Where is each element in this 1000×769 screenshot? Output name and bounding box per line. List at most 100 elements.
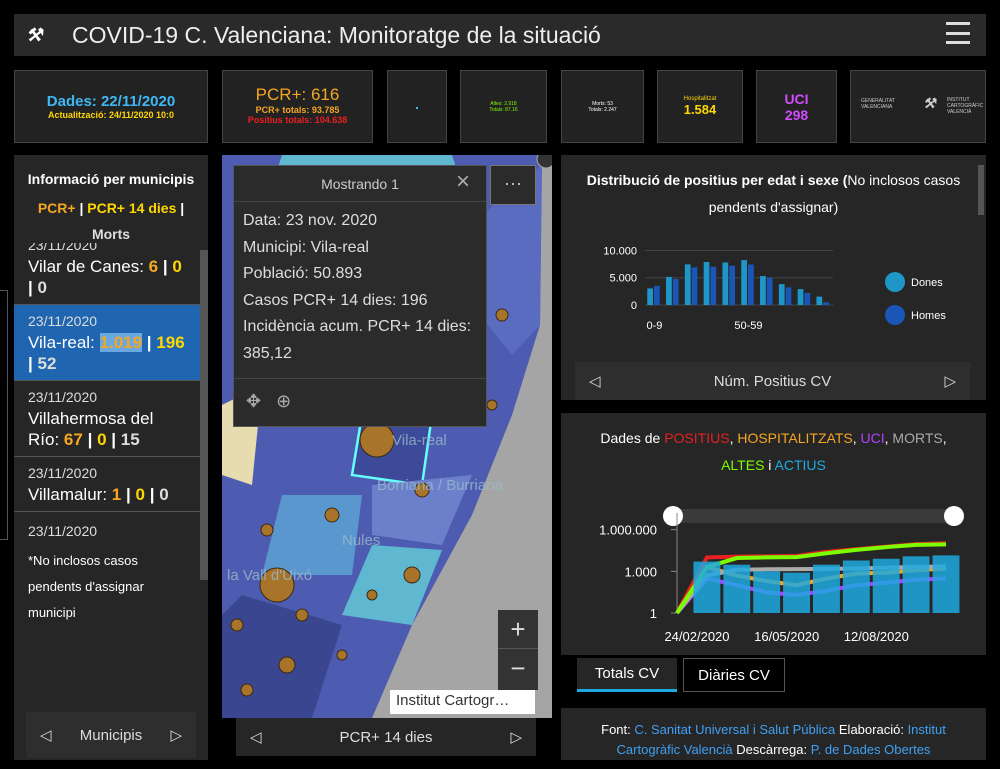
scrollbar[interactable] [200,250,208,580]
item-date: 23/11/2020 [28,243,98,253]
item-name: Villamalur: [28,485,108,504]
morts-box: Morts: 53 Totals: 2.247 [561,70,644,143]
source-footer: Font: C. Sanitat Universal i Salut Públi… [561,708,986,760]
zoom-out[interactable]: − [498,648,538,687]
bar-title: Distribució de positius per edat i sexe … [561,155,986,221]
uci-value: 298 [784,107,809,123]
popup-line: Municipi: Vila-real [243,238,369,256]
zoom-icon[interactable]: ⊕ [276,391,292,411]
x-tick-label: 12/08/2020 [844,629,909,644]
bar [785,287,792,305]
title-series: MORTS [892,430,943,446]
bar [748,264,754,305]
x-tick-label: 50-59 [734,320,762,332]
prev-button[interactable]: ◁ [589,373,601,390]
series-line [675,564,947,615]
region [472,165,542,355]
next-button[interactable]: ▷ [944,373,956,390]
hosp-value: 1.584 [683,102,717,117]
bar [691,267,698,305]
popup-line: Casos PCR+ 14 dies: 196 [243,291,428,309]
source-link[interactable]: Institut Cartogràfic Valencià [616,722,946,757]
morts: Morts: 53 [592,101,613,107]
zoom-in[interactable]: + [510,614,526,644]
slider-handle[interactable] [663,506,683,526]
side-tab[interactable] [0,290,8,540]
source-link[interactable]: C. Sanitat Universal i Salut Pública [634,722,836,737]
map-label: Nules [342,532,380,549]
popup-toolbar: ✥ ⊕ [234,378,486,426]
date: Dades: 22/11/2020 [46,93,176,110]
item-value: 0 [37,278,47,297]
tabs: Totals CV Diàries CV [577,658,787,692]
date-box: Dades: 22/11/2020 Actualització: 24/11/2… [14,70,208,143]
area-bar [723,564,751,613]
bar [684,264,691,305]
tab[interactable]: Diàries CV [683,658,785,692]
list-note: 23/11/2020 *No inclosos casos pendents d'… [14,512,200,632]
tab[interactable]: Totals CV [577,658,677,692]
bar [666,276,672,305]
map-label: Borriana / Burriana [377,477,504,494]
item-value: 52 [37,354,57,373]
source-link[interactable]: P. de Dades Obertes [810,742,931,757]
expand-button[interactable] [536,155,552,169]
more-button[interactable]: ··· [490,165,536,205]
item-value: 0 [159,485,169,504]
bar [816,296,823,305]
prev-button[interactable]: ◁ [40,727,52,744]
app-title: COVID-19 C. Valenciana: Monitoratge de l… [72,22,601,48]
y-tick-label: 0 [631,300,637,312]
title-sep: , [884,430,889,446]
y-tick-label: 10.000 [603,245,637,257]
menu-button[interactable] [946,22,970,44]
list-item[interactable]: 23/11/2020 Vila-real: 1.019 | 196 | 52 [14,305,200,381]
popup-title: Mostrando 1 [234,166,486,202]
popup-line: Data: 23 nov. 2020 [243,212,378,229]
item-value: 0 [135,485,145,504]
legend-label: Dones [911,277,943,289]
panel-title: Informació per municipis [27,171,195,187]
item-name: Villahermosa del Río: [28,409,154,449]
bar [654,285,660,305]
separator: | [162,257,168,276]
item-text: Villamalur: 1 | 0 | 0 [28,484,186,505]
circles [230,308,509,697]
morts-total: Totals: 2.247 [588,107,617,113]
legend-swatch [885,272,905,292]
pcr-total: PCR+ totals: 93.785 [255,105,340,115]
altes-box: Altes: 2.918 Totals: 87.16 [460,70,547,143]
slider-handle[interactable] [944,506,964,526]
title-series: ACTIUS [774,457,826,473]
list-item[interactable]: 23/11/2020 Villamalur: 1 | 0 | 0 [14,457,200,512]
title-series: UCI [860,430,885,446]
panel-legend: PCR+ | PCR+ 14 dies | Morts [14,195,208,247]
map-label: la Vall d'Uixó [227,567,312,584]
line-panel: Dades de POSITIUS, HOSPITALITZATS, UCI, … [561,413,986,655]
separator: | [126,485,131,504]
legend-morts: Morts [91,226,131,242]
list-item[interactable]: 23/11/2020 Vilar de Canes: 6 | 0 | 0 [14,243,200,305]
move-icon[interactable]: ✥ [246,391,262,411]
bar [741,260,748,305]
bar-subtitle: No inclosos casos pendents d'assignar) [708,172,961,215]
y-tick-label: 1.000.000 [599,523,657,538]
close-button[interactable]: × [455,168,470,195]
legend-swatch [885,305,905,325]
area-bar [932,555,960,613]
scrollbar[interactable] [978,165,984,215]
bar-panel: Distribució de positius per edat i sexe … [561,155,986,400]
source-label: Elaboració: [838,722,904,737]
next-button[interactable]: ▷ [170,727,182,744]
prev-button[interactable]: ◁ [250,729,262,746]
list-item[interactable]: 23/11/2020 Villahermosa del Río: 67 | 0 |… [14,381,200,457]
bar [797,289,804,305]
sea [372,155,552,718]
separator: | [111,430,117,449]
area-bar [753,571,781,613]
title-sep: , [852,430,857,446]
title-series: POSITIUS [664,430,730,446]
next-button[interactable]: ▷ [510,729,522,746]
bar [703,262,710,305]
